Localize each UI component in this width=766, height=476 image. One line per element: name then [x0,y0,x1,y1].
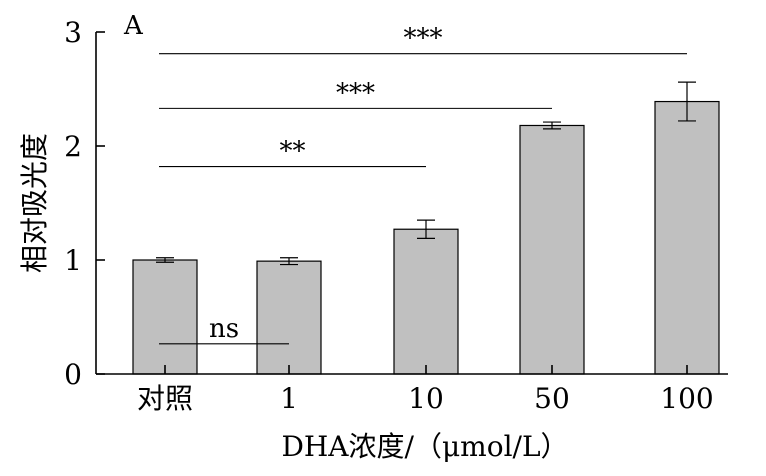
x-tick-label: 1 [280,382,298,415]
y-ticks-layer: 0 1 2 3 [64,16,105,391]
x-tick-label: 10 [408,382,444,415]
significance-label: *** [404,24,443,54]
error-bar [543,121,561,130]
error-bar [280,257,298,266]
y-tick-label: 2 [64,130,82,163]
bar [256,260,322,375]
error-bar [156,257,174,263]
error-bar [417,219,435,239]
bar [519,124,585,375]
x-ticks-layer: 对照 1 10 50 100 [137,365,714,415]
significance-label: ns [209,314,239,344]
x-axis-title: DHA浓度/（μmol/L） [281,430,568,463]
x-tick-label: 对照 [137,382,193,415]
panel-label: A [123,11,144,41]
y-tick-label: 3 [64,16,82,49]
significance-label: ** [280,137,306,167]
bar [393,228,459,375]
axes-layer [95,32,728,375]
bar [132,259,198,375]
significance-label: *** [336,78,375,108]
x-tick-label: 50 [534,382,570,415]
y-axis-title: 相对吸光度 [18,133,51,273]
y-tick-label: 0 [64,358,82,391]
significance-layer: ns******** [159,24,687,345]
error-bar [678,81,696,122]
x-tick-label: 100 [660,382,713,415]
error-bars-layer [156,81,696,266]
y-tick-label: 1 [64,244,82,277]
bar [654,100,720,375]
